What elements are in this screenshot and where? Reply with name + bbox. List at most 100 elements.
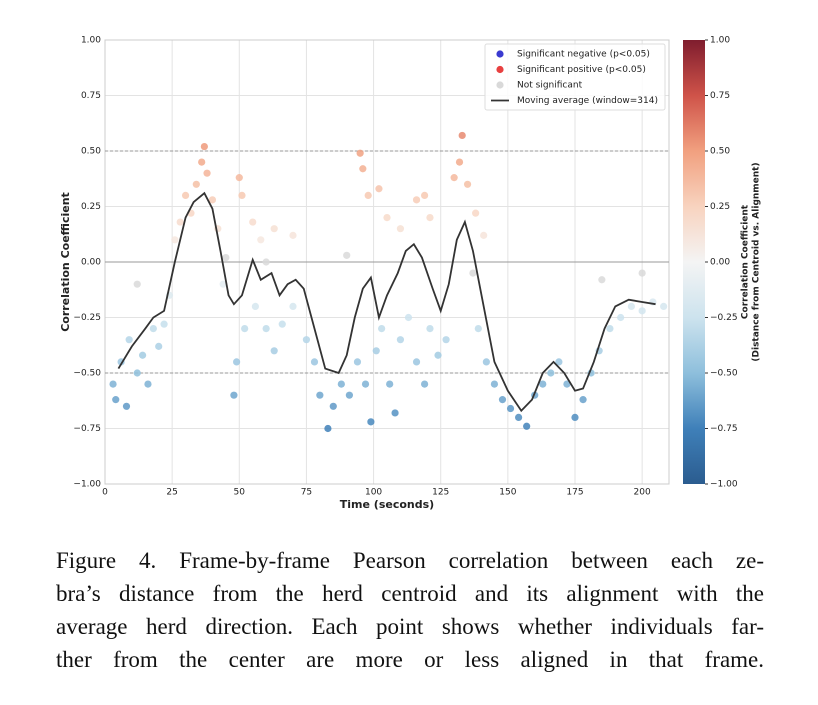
scatter-point	[579, 396, 587, 404]
scatter-point	[359, 165, 367, 173]
scatter-point	[386, 380, 394, 388]
legend-label: Not significant	[517, 81, 583, 91]
colorbar-label: (Distance from Centroid vs. Alignment)	[752, 162, 762, 361]
scatter-point	[122, 402, 131, 410]
scatter-point	[203, 169, 211, 177]
scatter-point	[638, 307, 646, 315]
legend-box	[484, 43, 666, 111]
scatter-point	[270, 347, 278, 355]
y-tick-label: 0.75	[81, 91, 101, 101]
y-tick-label: 0.00	[81, 258, 101, 268]
caption-line: ther from the center are more or less al…	[56, 647, 764, 672]
colorbar-tick-label: 1.00	[710, 36, 730, 46]
x-tick-label: 50	[234, 488, 246, 498]
colorbar	[683, 40, 705, 484]
scatter-point	[324, 424, 332, 433]
scatter-point	[472, 209, 480, 217]
scatter-point	[262, 258, 270, 266]
scatter-point	[171, 236, 179, 244]
y-tick-label: −0.50	[73, 369, 101, 379]
scatter-point	[555, 358, 563, 366]
scatter-point	[133, 280, 141, 288]
scatter-point	[404, 313, 413, 322]
scatter-point	[230, 391, 238, 399]
scatter-point	[426, 325, 434, 333]
scatter-point	[302, 336, 311, 344]
scatter-point	[144, 380, 152, 388]
scatter-point	[506, 404, 515, 413]
scatter-point	[238, 191, 246, 199]
scatter-point	[450, 174, 458, 182]
scatter-point	[329, 402, 337, 410]
scatter-point	[463, 180, 472, 188]
scatter-point	[249, 218, 257, 226]
scatter-point	[426, 214, 434, 222]
scatter-point	[455, 158, 464, 166]
scatter-point	[598, 276, 606, 284]
caption-line: bra’s distance from the herd centroid an…	[56, 581, 764, 606]
legend-swatch	[496, 81, 504, 89]
moving-average-line	[117, 191, 656, 413]
scatter-point	[412, 196, 421, 204]
scatter-point	[125, 336, 133, 344]
y-tick-label: −0.75	[73, 424, 101, 434]
chart: Time (seconds) Correlation Coefficient C…	[59, 36, 762, 512]
scatter-point	[474, 325, 482, 333]
scatter-point	[383, 214, 391, 222]
colorbar-tick-label: 0.75	[710, 91, 730, 101]
legend-label: Significant negative (p<0.05)	[517, 50, 650, 60]
scatter-point	[208, 196, 217, 204]
colorbar-tick-label: 0.50	[710, 147, 730, 157]
legend-label: Significant positive (p<0.05)	[517, 65, 646, 75]
scatter-point	[233, 358, 241, 366]
x-tick-label: 0	[102, 488, 108, 498]
scatter-point	[498, 396, 507, 404]
scatter-point	[469, 269, 477, 277]
scatter-point	[262, 325, 270, 333]
scatter-point	[176, 218, 184, 226]
scatter-point	[270, 225, 278, 233]
colorbar-label: Correlation Coefficient	[741, 204, 751, 319]
colorbar-tick-label: 0.25	[710, 202, 730, 212]
colorbar-tick-label: −0.75	[710, 424, 738, 434]
legend-swatch	[496, 65, 504, 74]
scatter-point	[482, 358, 490, 366]
scatter-point	[222, 253, 230, 262]
scatter-point	[442, 336, 450, 344]
scatter-point	[372, 347, 380, 355]
scatter-point	[617, 313, 625, 322]
scatter-point	[660, 302, 668, 310]
scatter-point	[627, 302, 636, 310]
x-tick-label: 125	[432, 488, 449, 498]
scatter-point	[396, 225, 405, 233]
scatter-point	[200, 142, 208, 151]
scatter-point	[289, 231, 297, 239]
colorbar-tick-label: −1.00	[710, 480, 738, 490]
caption-line: average herd direction. Each point shows…	[56, 614, 764, 639]
scatter-point	[149, 325, 157, 333]
scatter-point	[133, 369, 141, 377]
scatter-point	[563, 380, 571, 388]
x-tick-label: 175	[566, 488, 583, 498]
scatter-point	[375, 185, 383, 193]
scatter-point	[606, 325, 614, 333]
scatter-point	[378, 325, 386, 333]
scatter-point	[434, 351, 442, 359]
y-tick-label: 1.00	[81, 36, 101, 46]
scatter-point	[278, 320, 286, 328]
scatter-point	[480, 231, 488, 239]
y-axis-label: Correlation Coefficient	[59, 192, 72, 332]
x-tick-label: 150	[499, 488, 516, 498]
scatter-point	[364, 191, 372, 199]
scatter-point	[251, 302, 259, 310]
x-tick-label: 200	[634, 488, 651, 498]
caption-line: Figure 4. Frame-by-frame Pearson correla…	[56, 548, 764, 573]
scatter-point	[571, 413, 579, 421]
scatter-point	[396, 336, 405, 344]
scatter-point	[109, 380, 117, 388]
scatter-point	[345, 391, 353, 399]
scatter-point	[139, 351, 147, 359]
scatter-point	[181, 191, 190, 199]
scatter-point	[198, 158, 206, 166]
